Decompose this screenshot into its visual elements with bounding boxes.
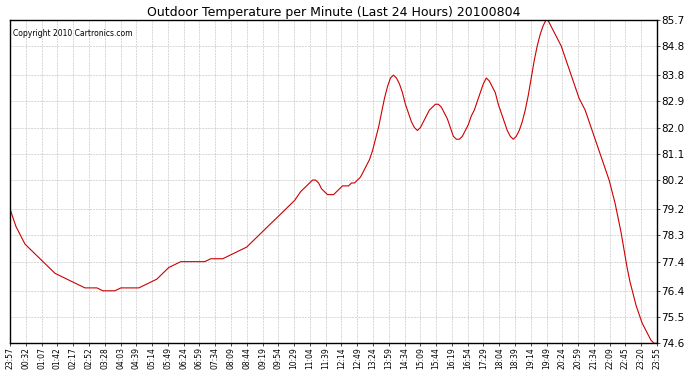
- Title: Outdoor Temperature per Minute (Last 24 Hours) 20100804: Outdoor Temperature per Minute (Last 24 …: [147, 6, 520, 18]
- Text: Copyright 2010 Cartronics.com: Copyright 2010 Cartronics.com: [13, 29, 132, 38]
